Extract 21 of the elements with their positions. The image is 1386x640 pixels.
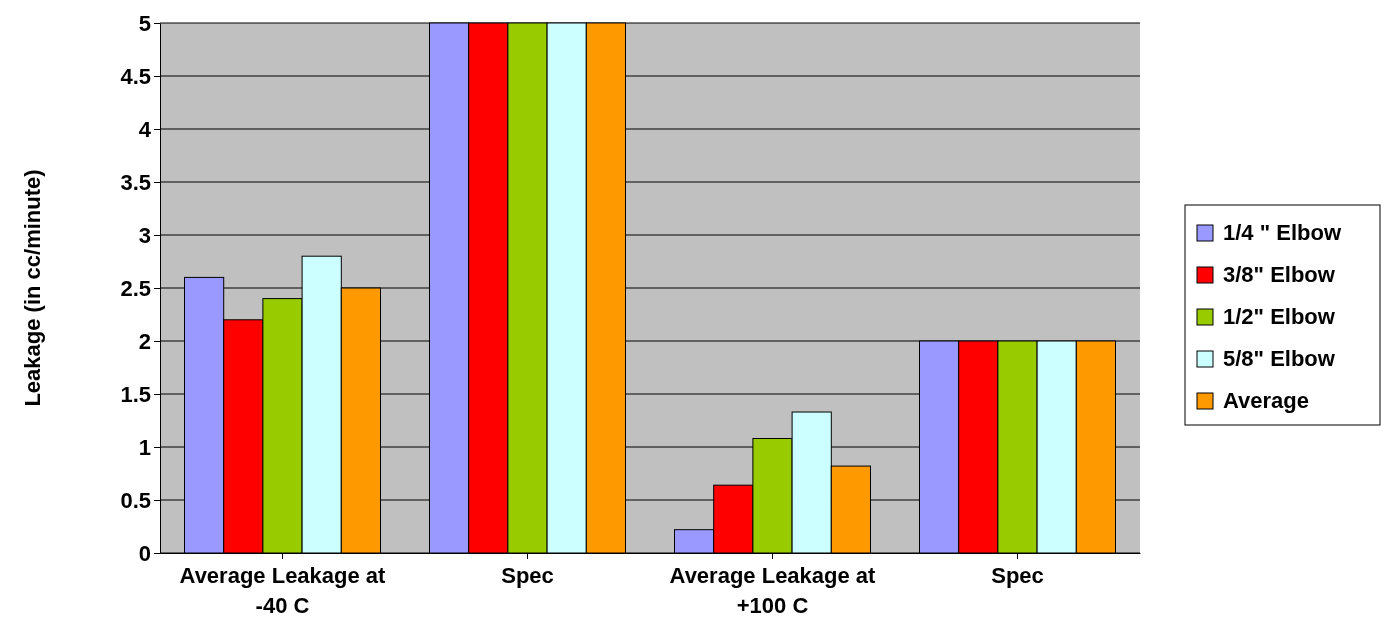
y-tick-label: 3 [138, 222, 151, 248]
x-tick-label: Average Leakage at -40 C [179, 563, 387, 618]
legend-label: Average [1223, 388, 1310, 413]
legend-label: 1/2" Elbow [1223, 304, 1336, 329]
legend-label: 1/4 " Elbow [1223, 220, 1342, 245]
legend-label: 5/8" Elbow [1223, 346, 1336, 371]
y-tick-label: 0 [138, 540, 151, 566]
y-tick-label: 0.5 [120, 487, 151, 513]
y-tick-label: 4.5 [120, 63, 151, 89]
x-tick-label: Spec [501, 563, 554, 588]
legend-label: 3/8" Elbow [1223, 262, 1336, 287]
y-axis-title: Leakage (in cc/minute) [20, 169, 45, 407]
y-tick-label: 5 [138, 10, 151, 36]
y-tick-label: 2.5 [120, 275, 151, 301]
x-tick-label: Spec [991, 563, 1044, 588]
y-tick-label: 4 [138, 116, 152, 142]
x-tick-label: Average Leakage at +100 C [669, 563, 877, 618]
y-tick-label: 1 [138, 434, 151, 460]
y-tick-label: 2 [138, 328, 151, 354]
y-tick-label: 1.5 [120, 381, 151, 407]
y-tick-label: 3.5 [120, 169, 151, 195]
